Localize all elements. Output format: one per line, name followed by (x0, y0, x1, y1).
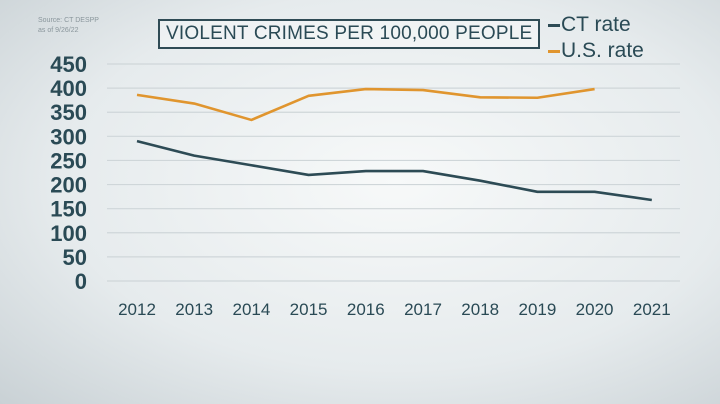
legend-label-us: U.S. rate (561, 39, 644, 62)
y-tick-label: 450 (50, 52, 87, 77)
legend-ct: CT rate (548, 12, 644, 38)
x-tick-label: 2015 (290, 300, 328, 319)
source-date: as of 9/26/22 (38, 27, 79, 34)
x-tick-label: 2019 (518, 300, 556, 319)
y-tick-label: 300 (50, 124, 87, 149)
y-tick-label: 350 (50, 100, 87, 125)
legend: CT rate U.S. rate (548, 12, 644, 64)
x-tick-label: 2017 (404, 300, 442, 319)
legend-label-ct: CT rate (561, 13, 631, 36)
legend-us: U.S. rate (548, 38, 644, 64)
legend-swatch-ct (548, 23, 560, 27)
source-line: Source: CT DESPP (38, 17, 99, 24)
chart-title: VIOLENT CRIMES PER 100,000 PEOPLE (158, 19, 541, 49)
legend-swatch-us (548, 49, 560, 53)
x-tick-label: 2014 (232, 300, 270, 319)
x-tick-label: 2013 (175, 300, 213, 319)
y-tick-label: 400 (50, 76, 87, 101)
series-line-ct (136, 139, 652, 202)
y-tick-label: 100 (50, 221, 87, 246)
y-tick-label: 0 (75, 269, 87, 294)
x-tick-label: 2020 (576, 300, 614, 319)
x-tick-label: 2018 (461, 300, 499, 319)
x-tick-label: 2016 (347, 300, 385, 319)
series-line-us (136, 87, 595, 122)
x-tick-label: 2021 (633, 300, 671, 319)
y-tick-label: 50 (63, 245, 87, 270)
x-tick-label: 2012 (118, 300, 156, 319)
y-tick-label: 150 (50, 197, 87, 222)
y-tick-label: 200 (50, 173, 87, 198)
y-tick-label: 250 (50, 148, 87, 173)
source-note: Source: CT DESPP as of 9/26/22 (38, 16, 99, 36)
